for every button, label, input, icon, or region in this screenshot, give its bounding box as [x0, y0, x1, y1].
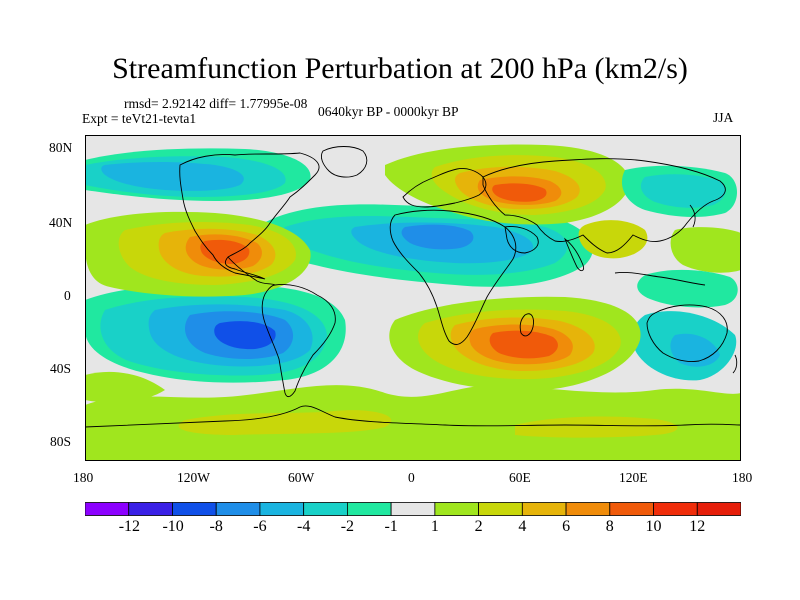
contour-sp-yellow-east — [85, 371, 165, 403]
colorbar-label: -12 — [118, 518, 141, 535]
contour-south-indian-blue — [670, 333, 720, 367]
contour-camer-red — [200, 239, 250, 264]
contour-natl-blue — [401, 224, 474, 250]
colorbar-box — [259, 502, 305, 516]
map-frame — [85, 135, 741, 461]
colorbar-label: -6 — [253, 518, 267, 535]
coast-indonesia — [614, 272, 706, 286]
lon-tick-120e: 120E — [619, 470, 648, 485]
lon-tick-60e: 60E — [509, 470, 531, 485]
contour-wpac-yellow — [578, 220, 648, 259]
colorbar — [85, 502, 741, 516]
colorbar-box — [128, 502, 173, 516]
colorbar-label: -8 — [209, 518, 223, 535]
lon-tick-60w: 60W — [288, 470, 315, 485]
streamfunction-map — [85, 135, 741, 461]
colorbar-box — [303, 502, 348, 516]
lon-tick-180w: 180 — [73, 470, 94, 485]
coast-arabia — [504, 226, 539, 254]
colorbar-label: 2 — [474, 518, 483, 535]
stats-text: rmsd= 2.92142 diff= 1.77995e-08 — [124, 96, 308, 111]
coast-australia — [646, 304, 728, 362]
coast-japan — [689, 204, 696, 228]
coast-europe — [402, 168, 487, 208]
contour-meast-red — [492, 183, 547, 202]
contour-southern-yellow-2 — [515, 416, 678, 438]
colorbar-box — [565, 502, 611, 516]
coast-india — [563, 237, 584, 272]
colorbar-label: 1 — [430, 518, 439, 535]
coastlines — [85, 146, 741, 428]
coast-africa — [389, 209, 517, 345]
contour-wpac-cyan — [640, 174, 726, 208]
colorbar-box — [172, 502, 217, 516]
season-label: JJA — [713, 110, 734, 125]
coast-greenland — [320, 146, 368, 178]
lat-tick-80n: 80N — [49, 140, 73, 155]
lon-tick-120w: 120W — [177, 470, 210, 485]
colorbar-box — [696, 502, 741, 516]
colorbar-label: 4 — [518, 518, 527, 535]
coast-madagascar — [519, 313, 534, 337]
coast-new-zealand — [732, 354, 738, 374]
colorbar-box — [521, 502, 567, 516]
colorbar-box — [478, 502, 523, 516]
colorbar-label: 6 — [562, 518, 571, 535]
contour-safr-red — [489, 330, 558, 359]
colorbar-box — [609, 502, 654, 516]
colorbar-box — [653, 502, 698, 516]
colorbar-label: 8 — [605, 518, 614, 535]
colorbar-label: -4 — [296, 518, 311, 535]
colorbar-label: 12 — [689, 518, 706, 535]
lon-tick-0: 0 — [408, 470, 415, 485]
coast-south-america — [261, 284, 336, 398]
colorbar-box — [434, 502, 479, 516]
lat-tick-0: 0 — [64, 288, 71, 303]
period-label: 0640kyr BP - 0000kyr BP — [318, 104, 459, 119]
coast-antarctica — [85, 405, 741, 428]
colorbar-label: 10 — [645, 518, 662, 535]
colorbar-label: -2 — [340, 518, 355, 535]
map-title: Streamfunction Perturbation at 200 hPa (… — [112, 52, 688, 85]
contour-nepac-lightblue — [101, 162, 244, 191]
lat-tick-40n: 40N — [49, 215, 73, 230]
lon-tick-180e: 180 — [732, 470, 753, 485]
contour-southern-yellow — [178, 410, 392, 435]
colorbar-box — [346, 502, 392, 516]
lat-tick-40s: 40S — [50, 361, 72, 376]
colorbar-box — [85, 502, 130, 516]
colorbar-box — [390, 502, 436, 516]
lat-tick-80s: 80S — [50, 434, 72, 449]
contour-southern-green — [85, 385, 741, 461]
colorbar-box — [215, 502, 261, 516]
contour-wpac-green — [670, 227, 741, 273]
coast-asia — [482, 158, 726, 254]
colorbar-label: -1 — [384, 518, 398, 535]
coast-central-america — [227, 256, 276, 286]
contour-ipac-teal — [637, 269, 738, 308]
experiment-label: Expt = teVt21-tevta1 — [82, 111, 197, 126]
contour-sp-darkblue — [214, 321, 276, 350]
colorbar-label: -10 — [162, 518, 184, 535]
